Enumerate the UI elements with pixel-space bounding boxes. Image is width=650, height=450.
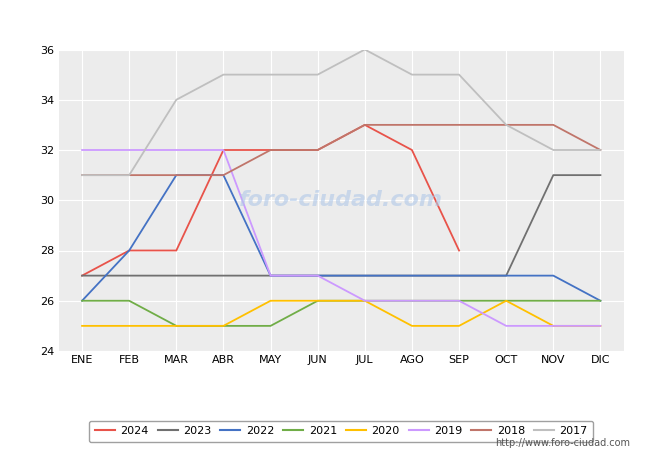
Text: http://www.foro-ciudad.com: http://www.foro-ciudad.com bbox=[495, 438, 630, 448]
Text: Afiliados en Herrín de Campos a 30/9/2024: Afiliados en Herrín de Campos a 30/9/202… bbox=[161, 12, 489, 28]
Legend: 2024, 2023, 2022, 2021, 2020, 2019, 2018, 2017: 2024, 2023, 2022, 2021, 2020, 2019, 2018… bbox=[89, 421, 593, 442]
Text: foro-ciudad.com: foro-ciudad.com bbox=[239, 190, 443, 210]
